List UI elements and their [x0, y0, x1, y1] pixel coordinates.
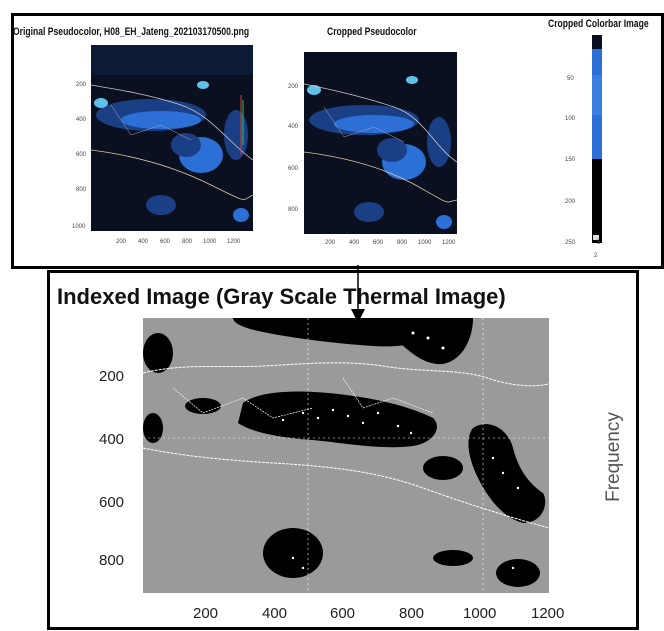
cropped-ytick: 400 — [288, 124, 299, 130]
cropped-xtick: 200 — [325, 240, 336, 246]
x-axis-tick: 600 — [330, 605, 356, 622]
x-axis-tick: 400 — [262, 605, 288, 622]
cropped-xtick: 600 — [373, 240, 384, 246]
original-ytick: 800 — [76, 187, 87, 193]
cropped-xtick: 1200 — [442, 240, 456, 246]
y-axis-tick: 600 — [99, 494, 125, 511]
colorbar-bottom-label: 2 — [594, 253, 598, 259]
original-pseudocolor-title: Original Pseudocolor, H08_EH_Jateng_2021… — [13, 26, 250, 38]
cropped-colorbar-image — [592, 35, 602, 243]
cropped-ytick: 600 — [288, 166, 299, 172]
cropped-pseudocolor-image — [304, 52, 457, 234]
indexed-image-title: Indexed Image (Gray Scale Thermal Image) — [57, 284, 506, 309]
cropped-xtick: 1000 — [418, 240, 432, 246]
original-xtick: 400 — [138, 239, 149, 245]
cropped-ytick: 800 — [288, 207, 299, 213]
colorbar-bottom-label: 5 — [597, 240, 601, 246]
x-axis-tick: 1200 — [531, 605, 565, 622]
original-xtick: 1200 — [227, 239, 241, 245]
original-ytick: 400 — [76, 117, 87, 123]
y-axis-tick: 800 — [99, 552, 125, 569]
cropped-xtick: 800 — [397, 240, 408, 246]
colorbar-tick: 200 — [565, 199, 576, 205]
y-axis-tick: 400 — [99, 431, 125, 448]
grayscale-thermal-image — [143, 318, 549, 593]
cropped-colorbar-title: Cropped Colorbar Image — [548, 18, 649, 30]
x-axis-tick: 800 — [399, 605, 425, 622]
original-xtick: 600 — [160, 239, 171, 245]
original-ytick: 600 — [76, 152, 87, 158]
colorbar-tick: 50 — [567, 76, 574, 82]
original-ytick: 1000 — [72, 224, 86, 230]
x-axis-tick: 200 — [193, 605, 219, 622]
original-ytick: 200 — [76, 82, 87, 88]
original-xtick: 800 — [182, 239, 193, 245]
x-axis-tick: 1000 — [463, 605, 497, 622]
y-axis-tick: 200 — [99, 368, 125, 385]
colorbar-tick: 150 — [565, 157, 576, 163]
cropped-pseudocolor-title: Cropped Pseudocolor — [327, 26, 417, 38]
cropped-xtick: 400 — [349, 240, 360, 246]
colorbar-tick: 250 — [565, 240, 576, 246]
down-arrow-icon — [351, 265, 365, 323]
original-xtick: 1000 — [203, 239, 217, 245]
colorbar-tick: 100 — [565, 116, 576, 122]
original-xtick: 200 — [116, 239, 127, 245]
cropped-ytick: 200 — [288, 84, 299, 90]
original-pseudocolor-image — [91, 45, 253, 231]
frequency-label: Frequency — [602, 412, 624, 502]
